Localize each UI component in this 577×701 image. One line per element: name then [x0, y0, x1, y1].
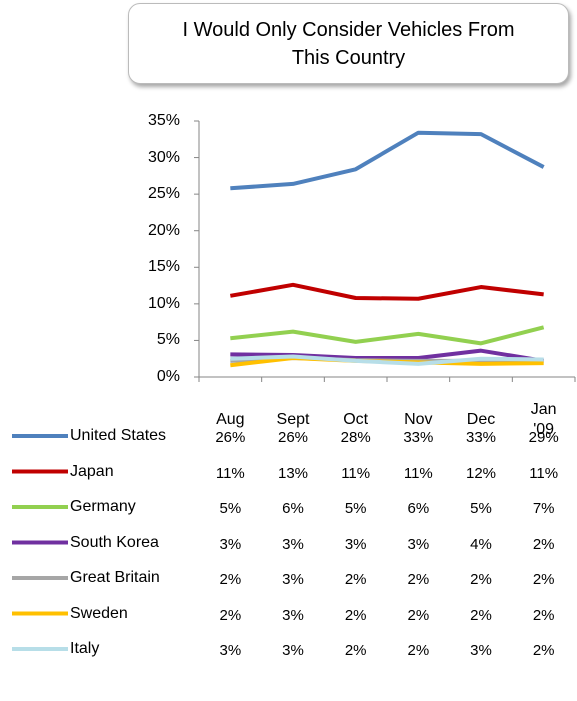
table-value: 33% — [465, 429, 497, 446]
table-value: 11% — [341, 464, 371, 482]
table-value: 11% — [215, 464, 245, 482]
table-value: 13% — [277, 464, 309, 482]
table-value: 6% — [407, 500, 430, 517]
table-value: 2% — [532, 606, 555, 624]
y-tick-label: 15% — [147, 258, 180, 276]
series-line — [230, 130, 545, 191]
table-value: 2% — [344, 642, 367, 659]
table-value: 5% — [344, 500, 367, 517]
table-value: 2% — [470, 571, 492, 588]
legend-label: Japan — [70, 462, 114, 480]
table-value: 2% — [532, 535, 555, 553]
table-value: 3% — [470, 642, 492, 659]
legend-label: Great Britain — [70, 569, 160, 586]
series-line — [229, 282, 544, 301]
table-value: 2% — [407, 642, 430, 659]
table-value: 3% — [344, 535, 367, 553]
table-value: 33% — [403, 429, 434, 446]
table-value: 3% — [219, 642, 242, 659]
y-tick-label: 0% — [156, 368, 180, 385]
table-value: 6% — [282, 500, 304, 517]
table-value: 3% — [219, 535, 242, 553]
table-value: 29% — [528, 429, 559, 446]
chart-title: I Would Only Consider Vehicles From This… — [128, 3, 569, 84]
table-value: 12% — [465, 464, 497, 482]
legend-label: South Korea — [70, 533, 159, 551]
table-value: 11% — [403, 464, 433, 482]
table-value: 2% — [219, 571, 242, 588]
table-value: 26% — [215, 429, 246, 446]
x-tick-label: Oct — [343, 411, 369, 428]
table-value: 2% — [470, 606, 492, 624]
y-tick-label: 20% — [147, 221, 180, 239]
x-tick-label: Dec — [466, 411, 496, 428]
y-tick-label: 25% — [147, 185, 180, 203]
y-tick-label: 5% — [156, 331, 180, 349]
table-value: 7% — [532, 500, 555, 517]
table-value: 2% — [532, 571, 555, 588]
y-tick-label: 30% — [147, 148, 180, 166]
table-value: 3% — [407, 535, 430, 553]
x-tick-label: Aug — [216, 411, 245, 428]
table-value: 3% — [282, 642, 304, 659]
legend-label: United States — [70, 427, 167, 444]
table-value: 11% — [529, 464, 559, 482]
table-value: 2% — [407, 571, 430, 588]
table-value: 5% — [219, 500, 242, 517]
table-value: 2% — [344, 606, 367, 624]
table-value: 2% — [532, 642, 555, 659]
table-value: 3% — [282, 571, 304, 588]
x-tick-label: Sept — [276, 411, 310, 428]
table-value: 2% — [407, 606, 430, 624]
x-tick-label: Nov — [404, 411, 433, 428]
table-value: 26% — [277, 429, 309, 446]
y-tick-label: 35% — [147, 112, 180, 129]
table-value: 3% — [282, 606, 304, 624]
legend-label: Sweden — [70, 604, 128, 622]
legend-label: Italy — [70, 640, 100, 657]
table-value: 28% — [340, 429, 371, 446]
series-line — [230, 354, 544, 366]
series-line — [230, 325, 545, 346]
table-value: 5% — [470, 500, 492, 517]
table-value: 4% — [470, 535, 492, 553]
table-value: 2% — [219, 606, 242, 624]
table-value: 3% — [282, 535, 304, 553]
y-tick-label: 10% — [147, 294, 180, 312]
legend-label: Germany — [70, 498, 136, 515]
table-value: 2% — [344, 571, 367, 588]
x-tick-label: Jan '09 — [530, 401, 557, 438]
